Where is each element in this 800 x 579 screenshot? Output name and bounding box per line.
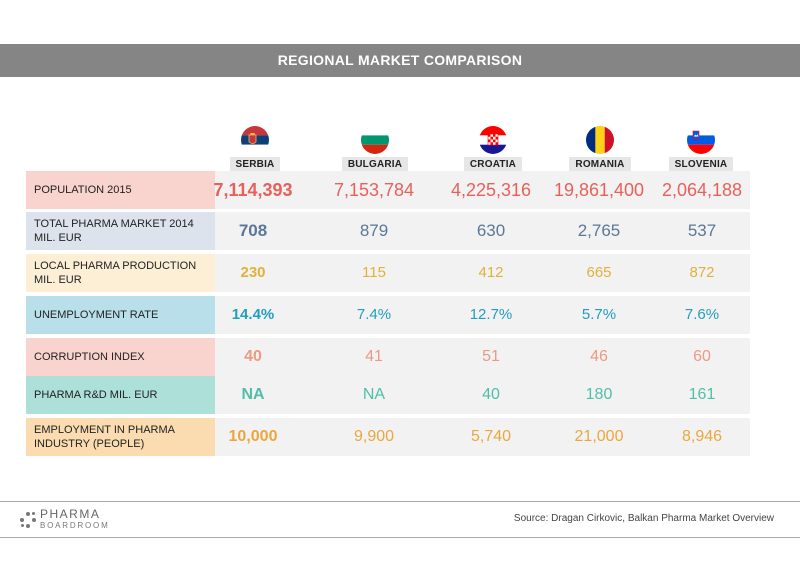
row-background [215, 376, 750, 414]
value-cell-romania: 180 [585, 386, 613, 403]
country-name: CROATIA [463, 157, 523, 172]
row-label: EMPLOYMENT IN PHARMA INDUSTRY (PEOPLE) [26, 418, 215, 456]
country-header-slovenia: SLOVENIA [661, 126, 741, 172]
value-cell-romania: 46 [590, 348, 608, 365]
value-cell-bulgaria: 7,153,784 [333, 180, 415, 200]
value-cell-serbia: NA [241, 386, 265, 403]
value-cell-slovenia: 7.6% [684, 306, 720, 323]
row-background [215, 418, 750, 456]
row-label: PHARMA R&D MIL. EUR [26, 376, 215, 414]
row-background [215, 171, 750, 209]
value-cell-serbia: 230 [240, 264, 266, 281]
value-cell-croatia: 630 [476, 221, 506, 240]
country-header-romania: ROMANIA [560, 126, 640, 172]
value-cell-slovenia: 60 [693, 348, 711, 365]
value-cell-slovenia: 161 [688, 386, 716, 403]
footer-divider-bottom [0, 537, 800, 538]
value-cell-bulgaria: NA [362, 386, 386, 403]
value-cell-bulgaria: 115 [362, 264, 386, 281]
value-cell-slovenia: 2,064,188 [661, 180, 743, 200]
country-name: ROMANIA [569, 157, 631, 172]
table-row: EMPLOYMENT IN PHARMA INDUSTRY (PEOPLE) 10… [26, 418, 750, 456]
table-row: CORRUPTION INDEX 40 41 51 46 60 [26, 338, 750, 376]
row-label: TOTAL PHARMA MARKET 2014 MIL. EUR [26, 212, 215, 250]
country-name: SERBIA [229, 157, 281, 172]
value-cell-bulgaria: 879 [359, 221, 389, 240]
table-row: PHARMA R&D MIL. EUR NA NA 40 180 161 [26, 376, 750, 414]
value-cell-croatia: 412 [478, 264, 504, 281]
row-label: UNEMPLOYMENT RATE [26, 296, 215, 334]
romania-flag-icon [586, 126, 614, 154]
row-label: LOCAL PHARMA PRODUCTION MIL. EUR [26, 254, 215, 292]
country-header-bulgaria: BULGARIA [335, 126, 415, 172]
bulgaria-flag-icon [361, 126, 389, 154]
value-cell-romania: 665 [586, 264, 612, 281]
row-background [215, 212, 750, 250]
value-cell-slovenia: 8,946 [681, 428, 723, 445]
value-cell-serbia: 40 [244, 348, 262, 365]
row-background [215, 338, 750, 376]
value-cell-serbia: 10,000 [228, 428, 278, 445]
value-cell-croatia: 4,225,316 [450, 180, 532, 200]
row-background [215, 254, 750, 292]
country-name: SLOVENIA [668, 157, 734, 172]
value-cell-slovenia: 872 [689, 264, 715, 281]
country-header-row: SERBIA BULGARIA [0, 126, 800, 172]
value-cell-croatia: 51 [482, 348, 500, 365]
table-row: LOCAL PHARMA PRODUCTION MIL. EUR 230 115 41… [26, 254, 750, 292]
value-cell-bulgaria: 7.4% [356, 306, 392, 323]
value-cell-romania: 21,000 [574, 428, 624, 445]
table-row: POPULATION 2015 7,114,393 7,153,784 4,225,3… [26, 171, 750, 209]
value-cell-croatia: 5,740 [470, 428, 512, 445]
value-cell-serbia: 708 [238, 221, 268, 240]
pharma-boardroom-logo: PHARMA BOARDROOM [20, 507, 110, 533]
logo-dots-icon [20, 512, 36, 528]
row-background [215, 296, 750, 334]
value-cell-romania: 19,861,400 [553, 180, 645, 200]
footer-divider-top [0, 501, 800, 502]
country-header-serbia: SERBIA [215, 126, 295, 172]
page-title: REGIONAL MARKET COMPARISON [0, 44, 800, 77]
row-label: POPULATION 2015 [26, 171, 215, 209]
value-cell-romania: 5.7% [581, 306, 617, 323]
row-label: CORRUPTION INDEX [26, 338, 215, 376]
value-cell-bulgaria: 41 [365, 348, 383, 365]
value-cell-croatia: 12.7% [469, 306, 513, 323]
value-cell-romania: 2,765 [577, 221, 621, 240]
serbia-flag-icon [241, 126, 269, 154]
source-note: Source: Dragan Cirkovic, Balkan Pharma M… [513, 513, 774, 524]
country-header-croatia: CROATIA [453, 126, 533, 172]
slovenia-flag-icon [687, 126, 715, 154]
value-cell-bulgaria: 9,900 [353, 428, 395, 445]
croatia-flag-icon [479, 126, 507, 154]
value-cell-serbia: 14.4% [231, 306, 275, 323]
country-name: BULGARIA [341, 157, 409, 172]
value-cell-croatia: 40 [482, 386, 500, 403]
logo-text-pharma: PHARMA [40, 507, 101, 521]
value-cell-slovenia: 537 [687, 221, 717, 240]
value-cell-serbia: 7,114,393 [213, 180, 293, 200]
table-row: TOTAL PHARMA MARKET 2014 MIL. EUR 708 879 6… [26, 212, 750, 250]
table-row: UNEMPLOYMENT RATE 14.4% 7.4% 12.7% 5.7% 7.6% [26, 296, 750, 334]
logo-text-boardroom: BOARDROOM [40, 521, 110, 530]
